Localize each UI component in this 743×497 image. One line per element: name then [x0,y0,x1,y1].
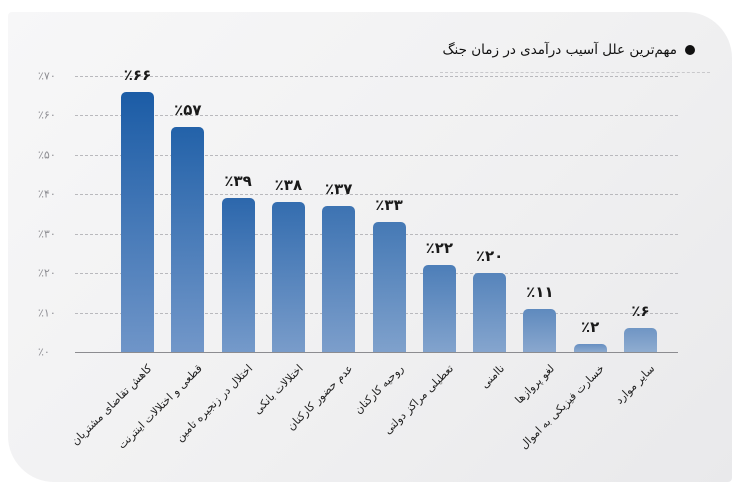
bar [221,198,255,352]
bar-value-label: ٪۳۸ [274,176,303,195]
x-axis-line [75,352,678,353]
bar-value-label: ٪۲۰ [475,247,504,266]
x-category-label: قطعی و اختلالات اینترنت [115,362,206,452]
gridline [75,76,678,77]
bar [473,273,507,352]
title-divider [440,72,710,73]
bar [271,202,305,352]
x-category-label: خسارت فیزیکی به اموال [517,362,608,452]
x-category-label: سایر موارد [613,362,658,407]
y-tick-label: ٪۷۰ [38,69,56,83]
bar-value-label: ٪۳۷ [324,180,353,199]
x-category-label: اختلالات بانکی [250,362,306,417]
bar-value-label: ٪۶ [631,302,650,321]
bar [372,221,406,352]
gridline [75,115,678,117]
bar [573,344,607,352]
y-tick-label: ٪۵۰ [38,148,56,162]
bar-value-label: ٪۲ [581,318,600,337]
y-tick-label: ٪۴۰ [38,187,56,201]
bar-value-label: ٪۳۹ [224,172,252,191]
bar [523,308,557,352]
bullet-icon [685,45,695,55]
bar [624,328,657,352]
x-category-label: روحیه کارکنان [351,362,407,417]
bar-value-label: ٪۱۱ [526,282,554,301]
x-category-label: کاهش تقاضای مشتریان [68,362,155,448]
y-tick-label: ٪۰ [38,345,50,359]
gridline [75,154,678,156]
bar [171,127,205,352]
chart-title: مهم‌ترین علل آسیب درآمدی در زمان جنگ [442,42,695,58]
bar-value-label: ٪۶۶ [123,65,152,84]
y-tick-label: ٪۱۰ [38,306,56,320]
chart-title-text: مهم‌ترین علل آسیب درآمدی در زمان جنگ [442,42,677,58]
x-category-label: ناامنی [477,362,507,391]
bar-value-label: ٪۳۳ [375,195,403,214]
y-tick-label: ٪۶۰ [38,108,56,122]
bar-value-label: ٪۵۷ [174,101,202,120]
x-category-label: لغو پروازها [512,362,558,407]
gridline [75,194,678,196]
bar [121,91,154,352]
bar-value-label: ٪۲۲ [425,239,454,258]
y-tick-label: ٪۲۰ [38,266,56,280]
bar [422,265,456,352]
y-tick-label: ٪۳۰ [38,227,56,241]
bar [322,206,356,352]
